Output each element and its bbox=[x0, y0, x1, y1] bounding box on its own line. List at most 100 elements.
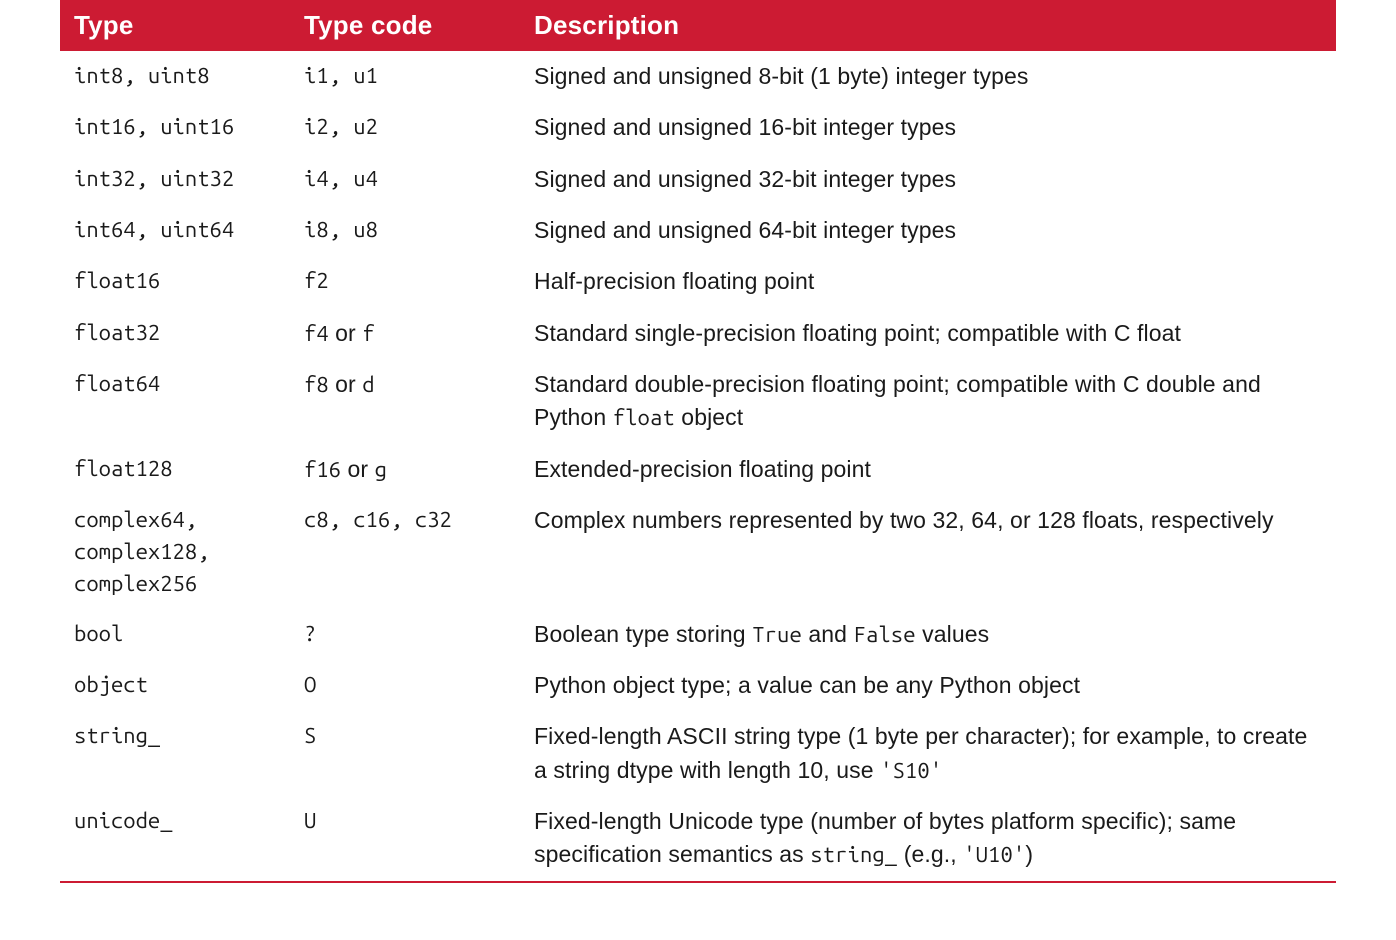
code-literal: ? bbox=[304, 621, 316, 646]
table-row: unicode_UFixed-length Unicode type (numb… bbox=[60, 796, 1336, 882]
table-row: int8, uint8 i1, u1 Signed and unsigned 8-b… bbox=[60, 51, 1336, 102]
cell-type: int8, uint8 bbox=[60, 51, 290, 102]
cell-type: string_ bbox=[60, 711, 290, 796]
code-literal: int64, uint64 bbox=[74, 217, 234, 242]
cell-type: complex64, complex128, complex256 bbox=[60, 495, 290, 609]
text-run: or bbox=[341, 456, 375, 482]
code-literal: g bbox=[375, 457, 387, 482]
cell-code: f8 or d bbox=[290, 359, 520, 444]
text-run: object bbox=[675, 404, 743, 430]
cell-code: f4 or f bbox=[290, 308, 520, 359]
table-body: int8, uint8 i1, u1 Signed and unsigned 8-b… bbox=[60, 51, 1336, 882]
dtypes-table: Type Type code Description int8, uint8 i1… bbox=[60, 0, 1336, 883]
table-row: int32, uint32 i4, u4 Signed and unsigned 3… bbox=[60, 154, 1336, 205]
cell-code: i2, u2 bbox=[290, 102, 520, 153]
code-literal: True bbox=[752, 622, 802, 647]
code-literal: 'U10' bbox=[963, 842, 1025, 867]
text-run: values bbox=[916, 621, 990, 647]
text-run: Half-precision floating point bbox=[534, 268, 814, 294]
code-literal: i8, u8 bbox=[304, 217, 378, 242]
col-header-code: Type code bbox=[290, 0, 520, 51]
text-run: Extended-precision floating point bbox=[534, 456, 871, 482]
cell-code: U bbox=[290, 796, 520, 882]
code-literal: object bbox=[74, 672, 148, 697]
cell-type: float128 bbox=[60, 444, 290, 495]
cell-type: int32, uint32 bbox=[60, 154, 290, 205]
cell-type: bool bbox=[60, 609, 290, 660]
code-literal: False bbox=[854, 622, 916, 647]
code-literal: f4 bbox=[304, 321, 329, 346]
cell-desc: Signed and unsigned 8-bit (1 byte) integ… bbox=[520, 51, 1336, 102]
code-literal: U bbox=[304, 808, 316, 833]
table-row: float32 f4 or f Standard single-precision … bbox=[60, 308, 1336, 359]
cell-desc: Complex numbers represented by two 32, 6… bbox=[520, 495, 1336, 609]
cell-code: ? bbox=[290, 609, 520, 660]
code-literal: int32, uint32 bbox=[74, 166, 234, 191]
cell-type: float64 bbox=[60, 359, 290, 444]
text-run: Signed and unsigned 8-bit (1 byte) integ… bbox=[534, 63, 1029, 89]
code-literal: i4, u4 bbox=[304, 166, 378, 191]
text-run: or bbox=[329, 320, 363, 346]
table-header: Type Type code Description bbox=[60, 0, 1336, 51]
cell-desc: Signed and unsigned 64-bit integer types bbox=[520, 205, 1336, 256]
code-literal: O bbox=[304, 672, 316, 697]
cell-desc: Standard double-precision floating point… bbox=[520, 359, 1336, 444]
table-row: bool? Boolean type storing True and False… bbox=[60, 609, 1336, 660]
cell-code: i8, u8 bbox=[290, 205, 520, 256]
text-run: (e.g., bbox=[897, 841, 963, 867]
code-literal: complex64, complex128, complex256 bbox=[74, 507, 210, 596]
cell-type: int16, uint16 bbox=[60, 102, 290, 153]
code-literal: f bbox=[362, 321, 374, 346]
cell-code: O bbox=[290, 660, 520, 711]
code-literal: f16 bbox=[304, 457, 341, 482]
text-run: Boolean type storing bbox=[534, 621, 752, 647]
text-run: Standard single-precision floating point… bbox=[534, 320, 1181, 346]
cell-code: f2 bbox=[290, 256, 520, 307]
code-literal: i1, u1 bbox=[304, 63, 378, 88]
cell-desc: Fixed-length ASCII string type (1 byte p… bbox=[520, 711, 1336, 796]
code-literal: f8 bbox=[304, 372, 329, 397]
cell-code: S bbox=[290, 711, 520, 796]
table-row: float16 f2 Half-precision floating point bbox=[60, 256, 1336, 307]
text-run: Signed and unsigned 64-bit integer types bbox=[534, 217, 956, 243]
cell-desc: Signed and unsigned 16-bit integer types bbox=[520, 102, 1336, 153]
code-literal: int16, uint16 bbox=[74, 114, 234, 139]
table-row: int64, uint64 i8, u8 Signed and unsigned 6… bbox=[60, 205, 1336, 256]
cell-code: i1, u1 bbox=[290, 51, 520, 102]
cell-code: f16 or g bbox=[290, 444, 520, 495]
cell-type: float32 bbox=[60, 308, 290, 359]
code-literal: float16 bbox=[74, 268, 160, 293]
table-row: string_ S Fixed-length ASCII string type (… bbox=[60, 711, 1336, 796]
col-header-type: Type bbox=[60, 0, 290, 51]
code-literal: float32 bbox=[74, 320, 160, 345]
cell-desc: Standard single-precision floating point… bbox=[520, 308, 1336, 359]
code-literal: d bbox=[362, 372, 374, 397]
cell-desc: Extended-precision floating point bbox=[520, 444, 1336, 495]
text-run: Complex numbers represented by two 32, 6… bbox=[534, 507, 1274, 533]
cell-desc: Signed and unsigned 32-bit integer types bbox=[520, 154, 1336, 205]
code-literal: string_ bbox=[810, 842, 897, 867]
cell-type: unicode_ bbox=[60, 796, 290, 882]
cell-code: i4, u4 bbox=[290, 154, 520, 205]
code-literal: float bbox=[613, 405, 675, 430]
code-literal: int8, uint8 bbox=[74, 63, 210, 88]
cell-code: c8, c16, c32 bbox=[290, 495, 520, 609]
code-literal: bool bbox=[74, 621, 123, 646]
text-run: Python object type; a value can be any P… bbox=[534, 672, 1080, 698]
code-literal: i2, u2 bbox=[304, 114, 378, 139]
cell-desc: Python object type; a value can be any P… bbox=[520, 660, 1336, 711]
code-literal: 'S10' bbox=[880, 758, 942, 783]
text-run: ) bbox=[1025, 841, 1033, 867]
text-run: Signed and unsigned 16-bit integer types bbox=[534, 114, 956, 140]
table-row: float128f16 or gExtended-precision float… bbox=[60, 444, 1336, 495]
cell-desc: Half-precision floating point bbox=[520, 256, 1336, 307]
table-row: int16, uint16 i2, u2 Signed and unsigned 1… bbox=[60, 102, 1336, 153]
text-run: and bbox=[802, 621, 854, 647]
page: Type Type code Description int8, uint8 i1… bbox=[0, 0, 1396, 923]
code-literal: S bbox=[304, 723, 316, 748]
col-header-desc: Description bbox=[520, 0, 1336, 51]
cell-type: int64, uint64 bbox=[60, 205, 290, 256]
table-row: complex64, complex128, complex256 c8, c16… bbox=[60, 495, 1336, 609]
code-literal: float64 bbox=[74, 371, 160, 396]
code-literal: unicode_ bbox=[74, 808, 173, 833]
